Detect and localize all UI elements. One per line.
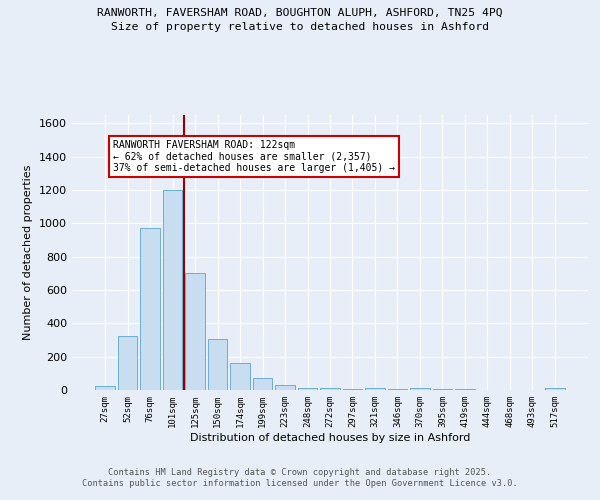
Bar bbox=[298, 388, 317, 390]
X-axis label: Distribution of detached houses by size in Ashford: Distribution of detached houses by size … bbox=[190, 432, 470, 442]
Bar bbox=[95, 386, 115, 390]
Bar bbox=[455, 389, 475, 390]
Bar bbox=[365, 388, 385, 390]
Bar bbox=[163, 190, 182, 390]
Bar bbox=[118, 336, 137, 390]
Bar bbox=[343, 388, 362, 390]
Text: RANWORTH FAVERSHAM ROAD: 122sqm
← 62% of detached houses are smaller (2,357)
37%: RANWORTH FAVERSHAM ROAD: 122sqm ← 62% of… bbox=[113, 140, 395, 173]
Bar bbox=[388, 389, 407, 390]
Text: RANWORTH, FAVERSHAM ROAD, BOUGHTON ALUPH, ASHFORD, TN25 4PQ: RANWORTH, FAVERSHAM ROAD, BOUGHTON ALUPH… bbox=[97, 8, 503, 18]
Bar bbox=[185, 274, 205, 390]
Bar bbox=[208, 339, 227, 390]
Y-axis label: Number of detached properties: Number of detached properties bbox=[23, 165, 34, 340]
Bar bbox=[545, 388, 565, 390]
Bar bbox=[140, 228, 160, 390]
Bar bbox=[230, 364, 250, 390]
Bar bbox=[433, 389, 452, 390]
Text: Contains HM Land Registry data © Crown copyright and database right 2025.
Contai: Contains HM Land Registry data © Crown c… bbox=[82, 468, 518, 487]
Bar bbox=[410, 388, 430, 390]
Bar bbox=[253, 378, 272, 390]
Text: Size of property relative to detached houses in Ashford: Size of property relative to detached ho… bbox=[111, 22, 489, 32]
Bar bbox=[275, 385, 295, 390]
Bar bbox=[320, 388, 340, 390]
